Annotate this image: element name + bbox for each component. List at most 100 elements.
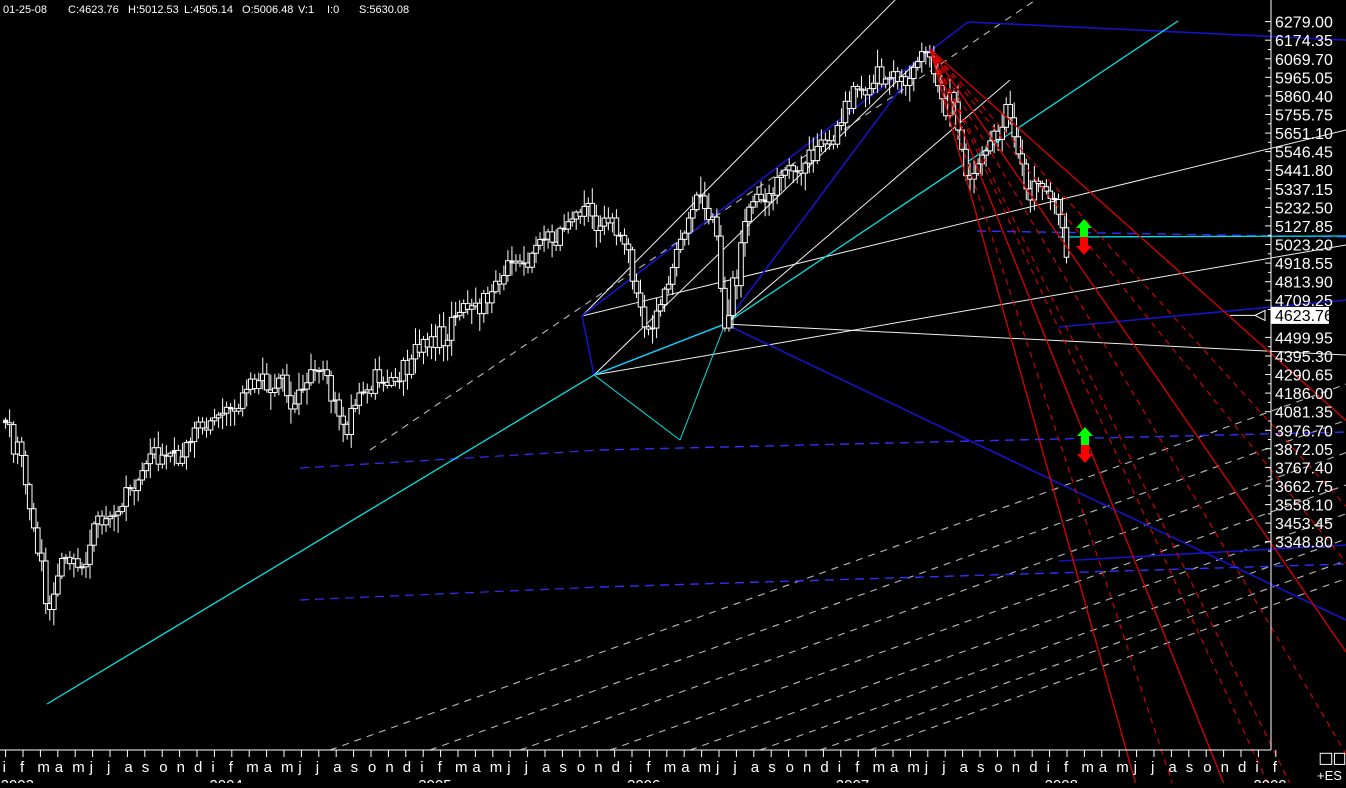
svg-text:s: s: [768, 759, 776, 776]
svg-text:o: o: [368, 759, 376, 776]
svg-text:a: a: [124, 759, 133, 776]
svg-text:j: j: [89, 759, 93, 776]
svg-text:3348.80: 3348.80: [1275, 535, 1333, 552]
svg-text:4813.90: 4813.90: [1275, 275, 1333, 292]
svg-text:s: s: [351, 759, 359, 776]
svg-text:d: d: [1238, 759, 1246, 776]
svg-text:j: j: [1133, 759, 1137, 776]
svg-text:S:5630.08: S:5630.08: [359, 4, 409, 16]
svg-text:L:4505.14: L:4505.14: [184, 4, 233, 16]
svg-text:j: j: [506, 759, 510, 776]
svg-text:4186.00: 4186.00: [1275, 386, 1333, 403]
svg-text:j: j: [924, 759, 928, 776]
svg-text:a: a: [1099, 759, 1108, 776]
svg-text:2008: 2008: [1045, 777, 1078, 783]
svg-text:n: n: [1221, 759, 1229, 776]
svg-text:o: o: [786, 759, 794, 776]
svg-text:5546.45: 5546.45: [1275, 145, 1333, 162]
svg-text:o: o: [1203, 759, 1211, 776]
svg-text:4081.35: 4081.35: [1275, 405, 1333, 422]
svg-text:i: i: [1047, 759, 1050, 776]
svg-text:5755.75: 5755.75: [1275, 108, 1333, 125]
svg-text:n: n: [385, 759, 393, 776]
svg-text:C:4623.76: C:4623.76: [68, 4, 119, 16]
svg-text:i: i: [3, 759, 6, 776]
svg-text:a: a: [55, 759, 64, 776]
svg-text:4918.55: 4918.55: [1275, 256, 1333, 273]
svg-text:m: m: [455, 759, 468, 776]
svg-text:s: s: [977, 759, 985, 776]
svg-text:i: i: [629, 759, 632, 776]
svg-text:3767.40: 3767.40: [1275, 460, 1333, 477]
svg-text:2004: 2004: [209, 777, 242, 783]
svg-text:j: j: [297, 759, 301, 776]
svg-text:i: i: [838, 759, 841, 776]
svg-text:5965.05: 5965.05: [1275, 70, 1333, 87]
svg-text:O:5006.48: O:5006.48: [242, 4, 293, 16]
svg-text:6069.70: 6069.70: [1275, 52, 1333, 69]
svg-text:5023.20: 5023.20: [1275, 238, 1333, 255]
svg-text:4290.65: 4290.65: [1275, 368, 1333, 385]
svg-text:j: j: [106, 759, 110, 776]
svg-text:3872.05: 3872.05: [1275, 442, 1333, 459]
svg-text:d: d: [403, 759, 411, 776]
svg-text:o: o: [994, 759, 1002, 776]
svg-text:2007: 2007: [836, 777, 869, 783]
svg-text:n: n: [803, 759, 811, 776]
svg-text:H:5012.53: H:5012.53: [128, 4, 179, 16]
svg-text:o: o: [577, 759, 585, 776]
svg-text:3558.10: 3558.10: [1275, 498, 1333, 515]
svg-text:5441.80: 5441.80: [1275, 163, 1333, 180]
svg-text:m: m: [72, 759, 85, 776]
svg-text:5337.15: 5337.15: [1275, 182, 1333, 199]
svg-text:3976.70: 3976.70: [1275, 423, 1333, 440]
svg-text:j: j: [732, 759, 736, 776]
svg-text:a: a: [681, 759, 690, 776]
svg-text:a: a: [542, 759, 551, 776]
svg-text:d: d: [612, 759, 620, 776]
svg-text:s: s: [1186, 759, 1194, 776]
svg-text:n: n: [177, 759, 185, 776]
svg-text:m: m: [1081, 759, 1094, 776]
svg-text:m: m: [490, 759, 503, 776]
svg-text:o: o: [159, 759, 167, 776]
svg-text:3453.45: 3453.45: [1275, 516, 1333, 533]
svg-text:m: m: [246, 759, 259, 776]
svg-text:2005: 2005: [418, 777, 451, 783]
svg-text:6279.00: 6279.00: [1275, 15, 1333, 32]
svg-text:3662.75: 3662.75: [1275, 479, 1333, 496]
svg-text:m: m: [281, 759, 294, 776]
svg-text:n: n: [1012, 759, 1020, 776]
svg-text:i: i: [211, 759, 214, 776]
svg-text:a: a: [472, 759, 481, 776]
svg-text:a: a: [751, 759, 760, 776]
svg-text:m: m: [699, 759, 712, 776]
svg-text:4623.76: 4623.76: [1275, 308, 1333, 325]
svg-text:i: i: [420, 759, 423, 776]
svg-text:5232.50: 5232.50: [1275, 200, 1333, 217]
svg-text:a: a: [890, 759, 899, 776]
svg-text:m: m: [37, 759, 50, 776]
svg-text:m: m: [873, 759, 886, 776]
svg-text:m: m: [1116, 759, 1129, 776]
svg-text:s: s: [559, 759, 567, 776]
svg-text:4395.30: 4395.30: [1275, 349, 1333, 366]
svg-text:V:1: V:1: [298, 4, 314, 16]
svg-text:6174.35: 6174.35: [1275, 33, 1333, 50]
svg-text:d: d: [1029, 759, 1037, 776]
svg-text:d: d: [820, 759, 828, 776]
svg-text:5651.10: 5651.10: [1275, 126, 1333, 143]
svg-text:j: j: [524, 759, 528, 776]
svg-text:a: a: [264, 759, 273, 776]
svg-text:j: j: [941, 759, 945, 776]
svg-text:2006: 2006: [627, 777, 660, 783]
svg-text:m: m: [664, 759, 677, 776]
svg-text:d: d: [194, 759, 202, 776]
svg-text:a: a: [1168, 759, 1177, 776]
svg-text:4499.95: 4499.95: [1275, 330, 1333, 347]
svg-text:2009: 2009: [1253, 777, 1286, 783]
svg-text:01-25-08: 01-25-08: [3, 4, 47, 16]
svg-text:5127.85: 5127.85: [1275, 219, 1333, 236]
svg-text:2003: 2003: [1, 777, 34, 783]
svg-text:j: j: [715, 759, 719, 776]
